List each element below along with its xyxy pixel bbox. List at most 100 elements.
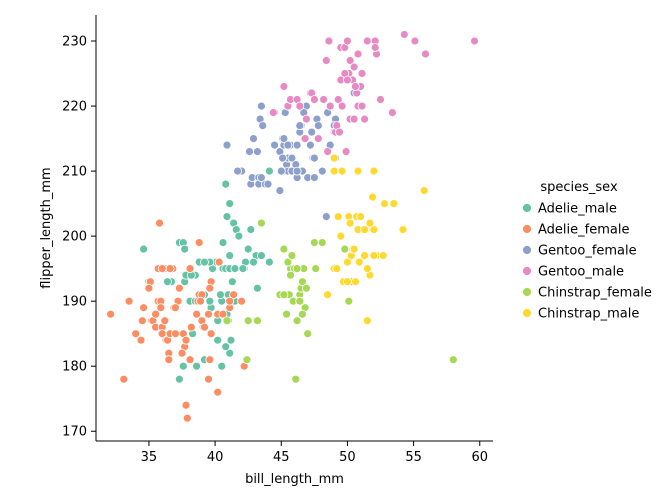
data-point <box>206 329 216 339</box>
data-point <box>276 166 286 176</box>
data-point <box>264 166 274 176</box>
data-point <box>279 244 289 254</box>
data-point <box>124 296 134 306</box>
data-point <box>270 140 280 150</box>
data-point <box>151 309 161 319</box>
data-point <box>196 296 205 306</box>
data-point <box>218 309 228 319</box>
data-point <box>226 335 236 345</box>
data-point <box>139 244 149 254</box>
x-tick-label: 40 <box>207 450 224 465</box>
data-point <box>156 303 166 313</box>
data-point <box>252 316 262 326</box>
data-point <box>329 153 339 163</box>
data-point <box>311 264 321 274</box>
legend-marker <box>522 203 532 213</box>
y-tick-label: 210 <box>62 165 87 180</box>
data-point <box>200 322 209 332</box>
data-point <box>349 244 359 254</box>
data-point <box>180 244 190 254</box>
data-point <box>192 309 202 319</box>
data-point <box>292 264 302 274</box>
data-point <box>252 147 262 157</box>
series-gentoo-female <box>222 88 359 222</box>
legend-title: species_sex <box>540 180 618 195</box>
data-point <box>258 121 268 130</box>
data-point <box>340 244 350 254</box>
data-point <box>283 257 293 267</box>
data-point <box>256 173 266 183</box>
x-tick-label: 55 <box>405 450 422 465</box>
data-point <box>242 355 252 365</box>
y-axis-label: flipper_length_mm <box>39 167 54 288</box>
data-point <box>292 140 302 150</box>
data-point <box>256 251 266 261</box>
data-point <box>275 186 285 196</box>
data-point <box>354 257 364 267</box>
data-point <box>174 374 184 384</box>
data-point <box>342 257 352 267</box>
data-point <box>165 264 175 274</box>
data-point <box>291 374 301 384</box>
data-point <box>131 329 141 339</box>
data-point <box>325 101 335 111</box>
data-point <box>205 296 215 306</box>
data-point <box>350 82 360 91</box>
data-point <box>185 355 195 365</box>
data-point <box>218 238 228 248</box>
series-chinstrap-male <box>323 153 429 326</box>
data-point <box>181 335 191 345</box>
data-point <box>301 283 311 293</box>
data-point <box>295 296 305 306</box>
data-point <box>268 108 278 117</box>
data-point <box>349 114 359 124</box>
data-point <box>174 283 184 293</box>
data-point <box>238 264 248 274</box>
data-point <box>178 361 188 371</box>
data-point <box>301 114 311 124</box>
legend-marker <box>522 287 532 297</box>
data-point <box>263 179 273 189</box>
data-point <box>222 140 232 150</box>
data-point <box>295 121 305 130</box>
data-point <box>368 192 378 202</box>
data-point <box>287 153 297 163</box>
data-point <box>292 166 302 176</box>
data-point <box>249 257 258 267</box>
data-point <box>225 199 235 209</box>
data-point <box>192 361 202 371</box>
data-point <box>204 309 213 319</box>
data-point <box>217 361 227 371</box>
data-point <box>344 296 354 306</box>
data-point <box>309 153 319 163</box>
legend-label: Chinstrap_male <box>538 307 639 322</box>
data-point <box>234 231 244 241</box>
data-point <box>177 348 187 358</box>
data-point <box>337 101 347 111</box>
data-point <box>323 290 333 300</box>
data-point <box>243 316 253 326</box>
data-point <box>230 264 240 274</box>
data-point <box>357 69 367 78</box>
data-point <box>319 95 329 104</box>
data-point <box>221 342 231 352</box>
data-point <box>309 238 319 248</box>
data-point <box>213 387 223 397</box>
data-point <box>337 166 347 176</box>
data-point <box>227 277 237 287</box>
data-point <box>186 322 196 332</box>
data-point <box>278 153 288 163</box>
data-point <box>160 316 170 326</box>
data-point <box>309 173 319 183</box>
legend-marker <box>522 266 532 276</box>
data-point <box>336 231 346 241</box>
data-point <box>200 257 209 267</box>
data-point <box>333 212 343 222</box>
series-gentoo-male <box>268 30 479 157</box>
legend: species_sex Adelie_male Adelie_female Gent… <box>522 180 652 322</box>
x-tick-label: 60 <box>471 450 488 465</box>
data-point <box>341 147 351 157</box>
data-point <box>205 283 215 293</box>
data-point <box>287 251 297 261</box>
data-point <box>470 36 479 46</box>
